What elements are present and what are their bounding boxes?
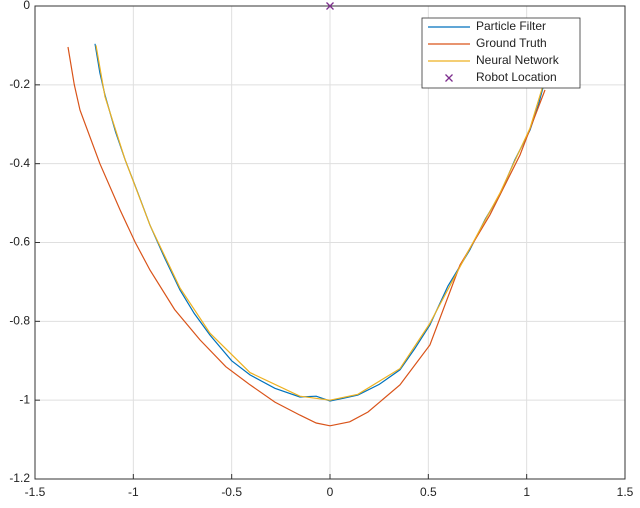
legend-label: Neural Network [476, 53, 560, 67]
y-tick-label: -0.4 [9, 156, 30, 170]
y-tick-label: -0.2 [9, 77, 30, 91]
x-tick-label: 0 [327, 485, 334, 499]
series-line [95, 45, 546, 401]
legend-box [421, 17, 581, 89]
y-tick-label: -0.8 [9, 314, 30, 328]
x-tick-label: -0.5 [221, 485, 242, 499]
x-tick-label: 1.5 [617, 485, 634, 499]
robot-marker [326, 2, 334, 10]
y-tick-label: -0.6 [9, 235, 30, 249]
legend-marker [445, 74, 453, 82]
y-tick-label: -1 [19, 392, 30, 406]
legend-label: Particle Filter [476, 19, 546, 33]
legend-label: Robot Location [476, 70, 557, 84]
x-tick-label: -1 [128, 485, 139, 499]
series-line [67, 46, 546, 427]
y-tick-label: -1.2 [9, 471, 30, 485]
x-tick-label: 1 [523, 485, 530, 499]
y-tick-label: 0 [23, 0, 30, 12]
x-tick-label: -1.5 [25, 485, 46, 499]
legend-label: Ground Truth [476, 36, 547, 50]
x-tick-label: 0.5 [420, 485, 437, 499]
